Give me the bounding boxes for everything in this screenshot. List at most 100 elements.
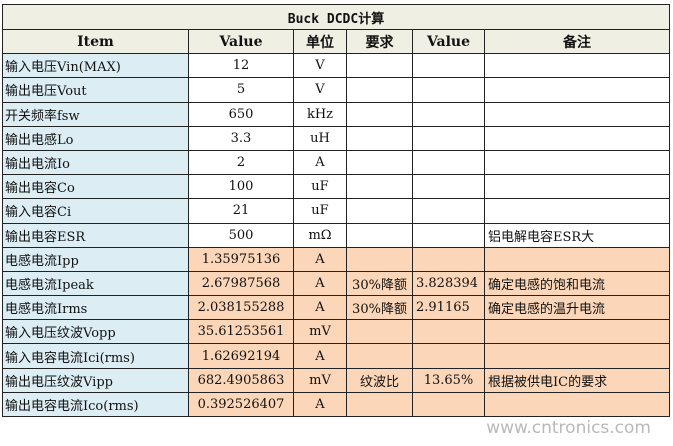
requirement-cell[interactable]: 30%降额 <box>346 295 413 321</box>
value-cell[interactable]: 2.038155288 <box>188 295 294 321</box>
value2-cell[interactable] <box>412 343 485 369</box>
table-row: 输出电容ESR 500 mΩ 铝电解电容ESR大 <box>2 222 670 248</box>
value-cell[interactable]: 682.4905863 <box>188 367 294 393</box>
item-cell[interactable]: 输出电压纹波Vipp <box>2 367 189 393</box>
value2-cell[interactable] <box>412 125 485 151</box>
value2-cell[interactable] <box>412 319 485 345</box>
unit-cell[interactable]: kHz <box>293 101 347 127</box>
note-cell[interactable] <box>484 149 670 176</box>
value-cell[interactable]: 1.62692194 <box>188 343 294 369</box>
item-cell[interactable]: 输出电容Co <box>2 174 189 200</box>
item-cell[interactable]: 电感电流Irms <box>2 295 189 321</box>
note-cell[interactable]: 铝电解电容ESR大 <box>484 222 670 248</box>
value-cell[interactable]: 12 <box>188 53 294 79</box>
item-cell[interactable]: 输出电感Lo <box>2 125 189 151</box>
value-cell[interactable]: 100 <box>188 174 294 200</box>
requirement-cell[interactable]: 纹波比 <box>346 367 413 393</box>
requirement-cell[interactable] <box>346 246 413 272</box>
header-unit: 单位 <box>293 28 347 55</box>
table-row: 电感电流Irms 2.038155288 A 30%降额 2.91165 确定电感的温升电… <box>2 295 670 321</box>
note-cell[interactable] <box>484 246 670 272</box>
note-cell[interactable] <box>484 343 670 369</box>
requirement-cell[interactable] <box>346 125 413 151</box>
unit-cell[interactable]: V <box>293 77 347 103</box>
requirement-cell[interactable] <box>346 319 413 345</box>
unit-cell[interactable]: A <box>293 270 347 297</box>
value-cell[interactable]: 650 <box>188 101 294 127</box>
header-value2: Value <box>412 28 485 55</box>
value-cell[interactable]: 3.3 <box>188 125 294 151</box>
item-cell[interactable]: 输出电流Io <box>2 149 189 176</box>
unit-cell[interactable]: mV <box>293 367 347 393</box>
requirement-cell[interactable] <box>346 53 413 79</box>
item-cell[interactable]: 输入电容Ci <box>2 198 189 224</box>
note-cell[interactable] <box>484 77 670 103</box>
value2-cell[interactable] <box>412 222 485 248</box>
unit-cell[interactable]: mΩ <box>293 222 347 248</box>
note-cell[interactable] <box>484 174 670 200</box>
unit-cell[interactable]: A <box>293 295 347 321</box>
note-cell[interactable] <box>484 198 670 224</box>
item-cell[interactable]: 输入电容电流Ici(rms) <box>2 343 189 369</box>
unit-cell[interactable]: A <box>293 246 347 272</box>
unit-cell[interactable]: mV <box>293 319 347 345</box>
value-cell[interactable]: 5 <box>188 77 294 103</box>
value-cell[interactable]: 2.67987568 <box>188 270 294 297</box>
unit-cell[interactable]: V <box>293 53 347 79</box>
value2-cell[interactable] <box>412 174 485 200</box>
item-cell[interactable]: 输出电容ESR <box>2 222 189 248</box>
requirement-cell[interactable] <box>346 149 413 176</box>
requirement-cell[interactable] <box>346 101 413 127</box>
note-cell[interactable] <box>484 319 670 345</box>
unit-cell[interactable]: uH <box>293 125 347 151</box>
table-row: 输出电压纹波Vipp 682.4905863 mV 纹波比 13.65% 根据被供电IC的… <box>2 367 670 393</box>
value-cell[interactable]: 2 <box>188 149 294 176</box>
unit-cell[interactable]: A <box>293 391 347 418</box>
note-cell[interactable]: 确定电感的温升电流 <box>484 295 670 321</box>
unit-cell[interactable]: uF <box>293 198 347 224</box>
value-cell[interactable]: 500 <box>188 222 294 248</box>
unit-cell[interactable]: uF <box>293 174 347 200</box>
note-cell[interactable] <box>484 101 670 127</box>
item-cell[interactable]: 电感电流Ipeak <box>2 270 189 297</box>
table-row: 输出电容电流Ico(rms) 0.392526407 A <box>2 391 670 418</box>
value2-cell[interactable] <box>412 246 485 272</box>
note-cell[interactable] <box>484 125 670 151</box>
note-cell[interactable] <box>484 391 670 418</box>
requirement-cell[interactable] <box>346 222 413 248</box>
item-cell[interactable]: 电感电流Ipp <box>2 246 189 272</box>
note-cell[interactable]: 根据被供电IC的要求 <box>484 367 670 393</box>
table-row: 输入电容Ci 21 uF <box>2 198 670 224</box>
value-cell[interactable]: 1.35975136 <box>188 246 294 272</box>
value2-cell[interactable]: 3.828394 <box>412 270 485 297</box>
note-cell[interactable] <box>484 53 670 79</box>
buck-dcdc-table: Buck DCDC计算 Item Value 单位 要求 Value 备注 输入… <box>2 4 670 418</box>
value-cell[interactable]: 35.61253561 <box>188 319 294 345</box>
table-row: 输出电流Io 2 A <box>2 149 670 176</box>
value2-cell[interactable] <box>412 198 485 224</box>
requirement-cell[interactable] <box>346 391 413 418</box>
requirement-cell[interactable] <box>346 343 413 369</box>
value-cell[interactable]: 21 <box>188 198 294 224</box>
value2-cell[interactable]: 13.65% <box>412 367 485 393</box>
note-cell[interactable]: 确定电感的饱和电流 <box>484 270 670 297</box>
item-cell[interactable]: 输入电压Vin(MAX) <box>2 53 189 79</box>
value2-cell[interactable] <box>412 101 485 127</box>
table-row: 电感电流Ipeak 2.67987568 A 30%降额 3.828394 确定电感的饱和… <box>2 270 670 297</box>
item-cell[interactable]: 输出电压Vout <box>2 77 189 103</box>
item-cell[interactable]: 输入电压纹波Vopp <box>2 319 189 345</box>
item-cell[interactable]: 输出电容电流Ico(rms) <box>2 391 189 418</box>
requirement-cell[interactable] <box>346 198 413 224</box>
value2-cell[interactable] <box>412 149 485 176</box>
requirement-cell[interactable]: 30%降额 <box>346 270 413 297</box>
item-cell[interactable]: 开关频率fsw <box>2 101 189 127</box>
requirement-cell[interactable] <box>346 174 413 200</box>
value2-cell[interactable]: 2.91165 <box>412 295 485 321</box>
value2-cell[interactable] <box>412 77 485 103</box>
requirement-cell[interactable] <box>346 77 413 103</box>
value2-cell[interactable] <box>412 53 485 79</box>
unit-cell[interactable]: A <box>293 149 347 176</box>
unit-cell[interactable]: A <box>293 343 347 369</box>
value2-cell[interactable] <box>412 391 485 418</box>
value-cell[interactable]: 0.392526407 <box>188 391 294 418</box>
